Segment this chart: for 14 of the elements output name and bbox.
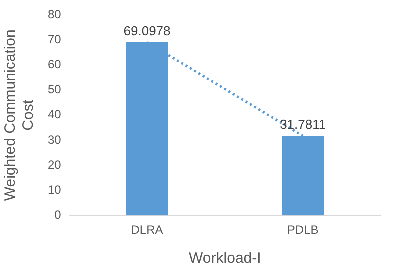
- y-tick-label: 60: [48, 58, 62, 72]
- data-label: 69.0978: [124, 24, 171, 39]
- x-axis-title: Workload-I: [189, 250, 262, 268]
- y-tick-label: 10: [48, 182, 62, 197]
- y-axis-title: Weighted Communication Cost: [2, 30, 38, 202]
- y-tick-label: 80: [48, 8, 62, 22]
- x-tick-label: PDLB: [287, 223, 319, 238]
- y-tick-label: 30: [48, 132, 62, 147]
- x-tick-label: DLRA: [131, 223, 164, 238]
- y-tick-label: 0: [54, 208, 62, 222]
- y-tick-label: 50: [48, 82, 62, 97]
- y-tick-label: 70: [48, 32, 62, 47]
- y-tick-label: 40: [48, 108, 62, 122]
- y-tick-label: 20: [48, 158, 62, 172]
